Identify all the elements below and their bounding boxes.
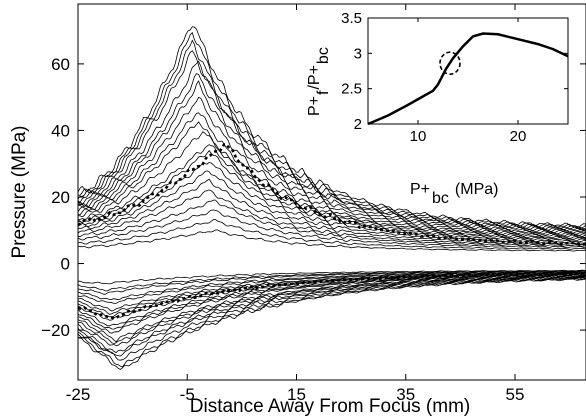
upper-pressure-line xyxy=(77,161,586,241)
x-tick-label: 35 xyxy=(396,385,415,404)
lower-pressure-line xyxy=(77,278,586,370)
inset-y-tick-label: 3.5 xyxy=(341,10,362,27)
upper-pressure-line xyxy=(77,199,586,247)
upper-pressure-line xyxy=(77,121,586,238)
upper-pressure-lines xyxy=(77,26,586,252)
upper-pressure-line xyxy=(77,39,586,230)
y-tick-label: 60 xyxy=(51,55,70,74)
inset-y-axis-title: P+f/P+bc xyxy=(306,47,332,116)
inset-x-tick-label: 10 xyxy=(410,128,427,145)
lower-pressure-line xyxy=(77,270,586,292)
upper-pressure-line xyxy=(77,209,586,249)
inset-x-tick-label: 20 xyxy=(510,128,527,145)
lower-pressure-line xyxy=(77,271,586,301)
lower-pressure-line xyxy=(77,274,586,334)
upper-pressure-line xyxy=(77,26,586,228)
inset-y-tick-label: 3 xyxy=(354,45,362,62)
y-tick-label: 40 xyxy=(51,121,70,140)
inset-x-axis-title: P+bc(MPa) xyxy=(410,181,498,207)
inset-dashed-circle-marker xyxy=(439,51,461,76)
x-axis-title: Distance Away From Focus (mm) xyxy=(190,396,470,417)
lower-pressure-line xyxy=(77,273,586,327)
inset-y-ticks: 3.5 3 2.5 2 xyxy=(341,10,568,133)
inset-background xyxy=(368,18,568,124)
dashed-upper-highlight-line xyxy=(77,142,586,246)
lower-pressure-line xyxy=(77,270,586,295)
x-tick-label: -25 xyxy=(66,385,91,404)
upper-pressure-line xyxy=(77,112,586,236)
upper-pressure-line xyxy=(77,96,586,235)
inset-plot: 10 20 3.5 3 2.5 2 P+bc(MPa) P+f/P+bc xyxy=(306,10,569,207)
main-x-ticks: -25 -5 15 35 55 xyxy=(66,4,525,404)
y-tick-label: 0 xyxy=(61,255,70,274)
lower-pressure-line xyxy=(77,269,586,285)
y-tick-label: −20 xyxy=(41,321,70,340)
x-tick-label: 55 xyxy=(506,385,525,404)
main-y-ticks: 60 40 20 0 −20 xyxy=(41,55,586,340)
upper-pressure-line xyxy=(77,144,586,239)
upper-pressure-line xyxy=(77,219,586,250)
inset-plot-frame xyxy=(367,17,569,125)
main-plot: -25 -5 15 35 55 60 40 20 0 −20 Distance Away Fro… xyxy=(9,3,586,417)
inset-y-tick-label: 2.5 xyxy=(341,81,362,98)
upper-pressure-line xyxy=(77,170,586,243)
dashed-lower-highlight-line xyxy=(77,271,586,320)
y-axis-title: Pressure (MPa) xyxy=(9,125,30,258)
lower-pressure-line xyxy=(77,273,586,321)
lower-pressure-line xyxy=(77,278,586,368)
x-tick-label: -5 xyxy=(180,385,195,404)
lower-pressure-line xyxy=(77,276,586,357)
upper-pressure-line xyxy=(77,178,586,244)
lower-pressure-line xyxy=(77,277,586,361)
lower-pressure-lines xyxy=(77,269,586,370)
y-tick-label: 20 xyxy=(51,188,70,207)
lower-pressure-line xyxy=(77,276,586,354)
upper-pressure-line xyxy=(77,229,586,252)
x-tick-label: 15 xyxy=(287,385,306,404)
upper-pressure-line xyxy=(77,80,586,234)
inset-ratio-line xyxy=(367,32,569,126)
lower-pressure-line xyxy=(77,275,586,347)
inset-y-tick-label: 2 xyxy=(354,116,362,133)
inset-x-ticks: 10 20 xyxy=(410,18,527,145)
upper-pressure-line xyxy=(77,189,586,246)
upper-pressure-line xyxy=(77,31,586,229)
upper-pressure-line xyxy=(77,50,586,231)
highlighted-dashed-lines xyxy=(77,142,586,320)
